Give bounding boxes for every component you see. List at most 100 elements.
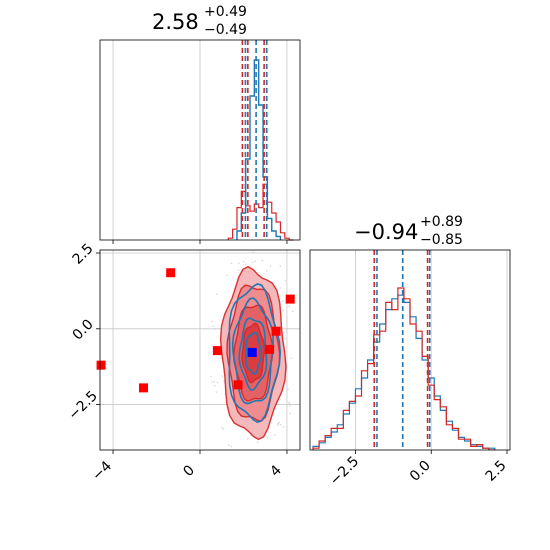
p1-grid [112, 40, 288, 240]
p3-frame [309, 249, 511, 451]
joint-sample-dot [210, 320, 213, 323]
joint-ytick-label: 2.5 [70, 241, 97, 268]
joint-sample-dot [246, 437, 249, 440]
joint-sample-dot [230, 445, 233, 448]
joint-sample-dot [245, 263, 247, 265]
joint-sample-dot [292, 310, 294, 313]
joint-sample-dot [265, 270, 268, 272]
p3-clip [312, 250, 508, 450]
joint-sample-dot [288, 305, 291, 308]
joint-xtick-label: −4 [89, 458, 115, 484]
title-param1-value: 2.58 [152, 10, 199, 34]
joint-sample-dot [210, 375, 212, 378]
joint-point-red [265, 344, 275, 354]
joint-sample-dot [284, 337, 286, 340]
joint-sample-dot [278, 421, 280, 424]
joint-sample-dot [212, 325, 214, 327]
joint-sample-dot [256, 441, 259, 444]
title-param1: 2.58 +0.49 −0.49 [152, 4, 247, 38]
joint-xtick-label: 0 [180, 462, 198, 480]
joint-point-red [96, 360, 106, 370]
joint-sample-dot [242, 260, 245, 263]
p3-xtick-label: 2.5 [483, 458, 510, 485]
joint-sample-dot [279, 423, 282, 426]
joint-sample-dot [221, 426, 223, 429]
joint-sample-dot [277, 422, 279, 425]
panel-marginal-param2: −2.5 0.0 2.5 [309, 249, 511, 489]
joint-sample-dot [289, 404, 291, 407]
joint-point-red [271, 326, 281, 336]
joint-sample-dot [253, 243, 255, 245]
joint-sample-dot [211, 381, 213, 383]
joint-sample-dot [219, 357, 222, 359]
joint-xtick-label: 4 [267, 462, 285, 480]
joint-sample-dot [274, 434, 276, 436]
joint-sample-dot [213, 381, 215, 383]
joint-sample-dot [216, 381, 219, 384]
p3-hist-red [312, 287, 495, 450]
joint-sample-dot [255, 459, 257, 461]
p3-xtick-label: −2.5 [327, 453, 362, 488]
joint-sample-dot [282, 300, 284, 302]
joint-sample-dot [282, 331, 285, 334]
p1-hist-red [227, 183, 294, 241]
joint-sample-dot [282, 426, 285, 428]
joint-sample-dot [215, 391, 218, 393]
joint-sample-dot [251, 261, 254, 263]
joint-sample-dot [287, 388, 289, 391]
joint-sample-dot [213, 328, 216, 330]
joint-sample-dot [254, 260, 257, 263]
joint-ytick-label: −2.5 [65, 388, 100, 423]
joint-sample-dot [282, 309, 285, 311]
joint-sample-dot [269, 265, 272, 267]
joint-sample-dot [216, 293, 218, 296]
p3-xtick-label: 0.0 [407, 458, 434, 485]
joint-ytick-label: 0.0 [70, 316, 97, 343]
joint-sample-dot [288, 401, 291, 404]
joint-contour-blue [228, 283, 282, 424]
p1-hist-blue [236, 59, 282, 240]
joint-sample-dot [238, 454, 240, 456]
joint-sample-dot [248, 451, 250, 453]
joint-sample-dot [230, 262, 233, 265]
joint-sample-dot [214, 384, 216, 387]
joint-sample-dot [227, 444, 230, 447]
joint-contour-blue [238, 317, 268, 391]
joint-sample-dot [277, 424, 279, 426]
joint-contour-blue [245, 331, 263, 375]
title-param1-plus: +0.49 [204, 4, 247, 20]
joint-sample-dot [248, 463, 250, 465]
joint-sample-dot [221, 375, 223, 377]
title-param2: −0.94 +0.89 −0.85 [354, 214, 463, 248]
joint-sample-dot [290, 357, 292, 360]
joint-sample-dot [237, 269, 240, 271]
joint-point-red [138, 383, 148, 393]
joint-point-red [233, 380, 243, 390]
joint-sample-dot [261, 259, 264, 262]
joint-sample-dot [252, 251, 255, 254]
joint-sample-dot [279, 287, 282, 289]
joint-sample-dot [284, 280, 287, 282]
joint-sample-dot [273, 451, 275, 453]
joint-point-blue [247, 347, 257, 357]
panel-joint: −4 0 4 2.5 0.0 −2.5 [65, 241, 301, 484]
title-param2-value: −0.94 [354, 220, 419, 244]
joint-point-red [166, 268, 176, 278]
joint-sample-dot [289, 412, 291, 415]
joint-sample-dot [262, 247, 264, 249]
joint-point-red [285, 294, 295, 304]
title-param2-minus: −0.85 [420, 232, 463, 248]
panel-marginal-param1 [99, 39, 301, 244]
joint-sample-dot [237, 262, 240, 265]
title-param2-plus: +0.89 [420, 214, 463, 230]
joint-sample-dot [257, 455, 259, 457]
title-param1-minus: −0.49 [204, 22, 247, 38]
joint-sample-dot [279, 265, 281, 267]
p3-hist-blue [312, 294, 496, 450]
joint-sample-dot [285, 331, 288, 333]
joint-contour-blue [231, 297, 274, 405]
joint-sample-dot [266, 436, 269, 439]
joint-sample-dot [222, 428, 225, 430]
joint-sample-dot [244, 450, 246, 452]
